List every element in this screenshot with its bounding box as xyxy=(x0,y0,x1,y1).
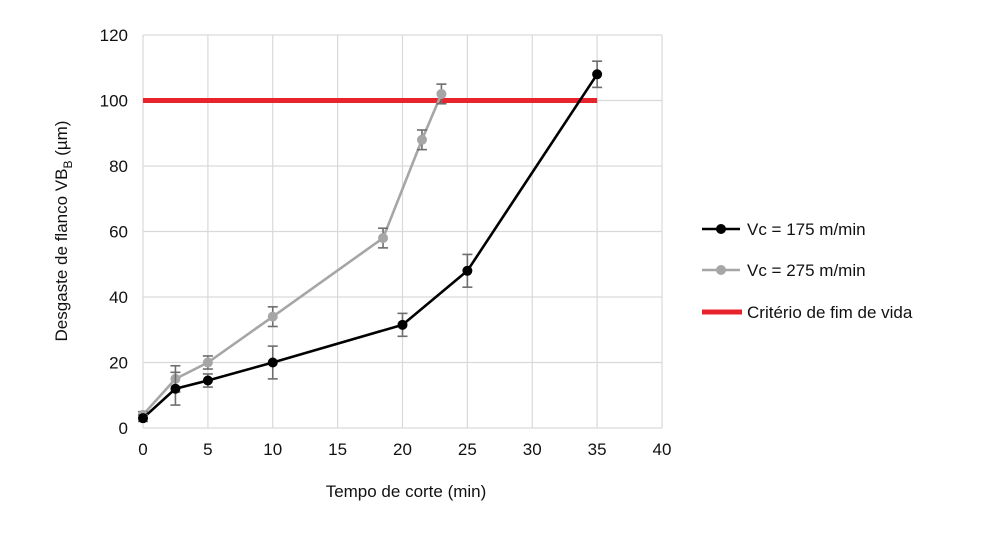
data-point xyxy=(397,319,408,330)
legend-label: Vc = 175 m/min xyxy=(747,220,866,239)
y-axis-label-subscript: B xyxy=(61,161,75,169)
x-tick-label: 5 xyxy=(203,440,212,459)
y-axis-label-unit: (µm) xyxy=(52,121,71,161)
legend-marker xyxy=(716,265,726,275)
y-tick-label: 40 xyxy=(109,288,128,307)
legend-label: Vc = 275 m/min xyxy=(747,261,866,280)
data-point xyxy=(202,357,213,368)
series-line xyxy=(142,93,443,416)
series-2 xyxy=(138,60,603,424)
y-tick-label: 120 xyxy=(100,26,128,45)
y-tick-label: 20 xyxy=(109,354,128,373)
legend-label: Critério de fim de vida xyxy=(747,303,913,322)
series-1 xyxy=(138,83,447,420)
x-axis-label: Tempo de corte (min) xyxy=(326,482,487,501)
y-tick-label: 60 xyxy=(109,223,128,242)
x-tick-label: 30 xyxy=(523,440,542,459)
series-layer xyxy=(138,60,603,424)
data-point xyxy=(592,69,603,80)
x-tick-label: 20 xyxy=(393,440,412,459)
y-tick-label: 0 xyxy=(119,419,128,438)
legend: Vc = 175 m/min Vc = 275 m/min Critério de … xyxy=(702,220,913,322)
x-tick-label: 35 xyxy=(588,440,607,459)
x-tick-label: 10 xyxy=(263,440,282,459)
x-tick-label: 40 xyxy=(653,440,672,459)
data-point xyxy=(462,265,473,276)
data-point xyxy=(138,413,148,424)
data-point xyxy=(267,311,278,322)
y-axis-label-main: Desgaste de flanco VB xyxy=(52,169,71,342)
tick-labels: 0 5 10 15 20 25 30 35 40 0 20 40 60 80 100 120 xyxy=(100,26,672,459)
data-point xyxy=(416,134,427,145)
legend-marker xyxy=(716,224,726,234)
y-tick-label: 80 xyxy=(109,157,128,176)
y-axis-label: Desgaste de flanco VBB (µm) xyxy=(52,121,75,342)
data-point xyxy=(202,375,213,386)
x-tick-label: 15 xyxy=(328,440,347,459)
legend-item: Vc = 275 m/min xyxy=(702,261,866,280)
x-tick-label: 0 xyxy=(138,440,147,459)
legend-item: Critério de fim de vida xyxy=(702,303,913,322)
x-tick-label: 25 xyxy=(458,440,477,459)
data-point xyxy=(267,357,278,368)
data-point xyxy=(378,233,389,244)
y-tick-label: 100 xyxy=(100,92,128,111)
data-point xyxy=(170,383,181,394)
data-point xyxy=(436,88,447,99)
legend-item: Vc = 175 m/min xyxy=(702,220,866,239)
